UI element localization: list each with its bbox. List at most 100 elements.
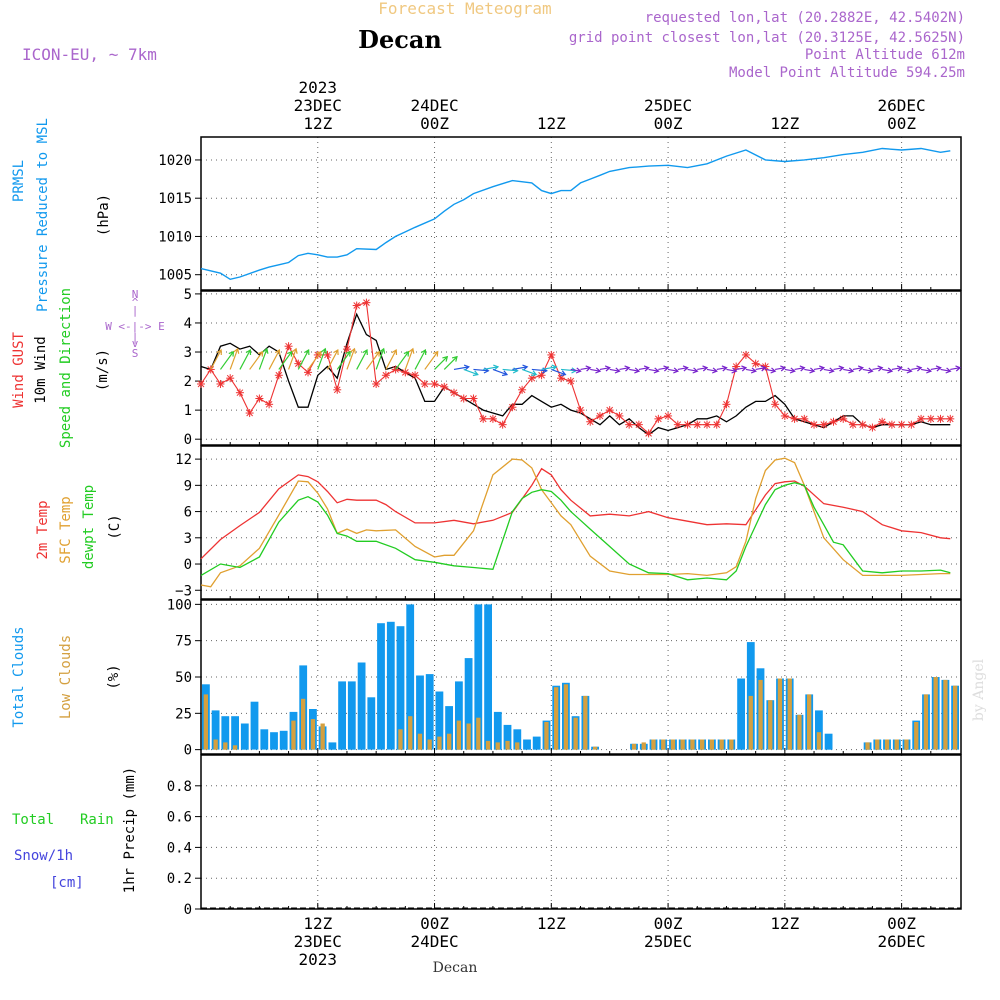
- gust-marker: [673, 420, 682, 429]
- direction-legend-item: S: [132, 347, 139, 360]
- clouds-panel: 0 25 50 75 100: [167, 597, 962, 759]
- wind-direction-arrow: [434, 355, 449, 370]
- total-clouds-bar: [377, 623, 385, 750]
- wind-direction-arrow: [833, 365, 845, 372]
- y-tick-label: 1015: [158, 191, 192, 207]
- wind-direction-arrow: [317, 347, 327, 370]
- total-clouds-bar: [445, 706, 453, 750]
- low-clouds-bar: [495, 742, 500, 750]
- forecast-title: Forecast Meteogram: [378, 0, 551, 18]
- precip-snow-label: Snow/1h: [14, 848, 73, 864]
- precip-total-label: Total: [12, 812, 54, 828]
- wind-panel: 0 1 2 3 4 5: [184, 287, 962, 448]
- wind-direction-arrow: [210, 348, 222, 370]
- gust-marker: [411, 371, 420, 380]
- low-clouds-bar: [485, 740, 491, 750]
- wind-direction-arrow: [395, 350, 410, 370]
- gust-marker: [722, 400, 731, 409]
- low-clouds-bar: [690, 739, 695, 750]
- y-tick-label: 0: [184, 432, 192, 448]
- gust-marker: [440, 382, 449, 391]
- model-label: ICON-EU, ~ 7km: [22, 45, 157, 64]
- precip-rain-label: Rain: [80, 812, 114, 828]
- requested-coords: requested lon,lat (20.2882E, 42.5402N): [645, 10, 965, 26]
- total-clouds-bar: [270, 732, 278, 750]
- clouds-side-labels: Total Clouds Low Clouds (%): [11, 626, 122, 727]
- pressure-unit-label: (hPa): [96, 194, 112, 236]
- bottom-time-label: 24DEC: [410, 932, 458, 951]
- gust-marker: [771, 400, 780, 409]
- low-clouds-bar: [554, 687, 559, 750]
- wind-direction-arrow: [823, 367, 835, 374]
- top-time-label: 24DEC: [410, 96, 458, 115]
- point-altitude: Point Altitude 612m: [805, 47, 965, 63]
- wind-direction-arrow: [443, 355, 458, 370]
- top-time-label: 2023: [299, 78, 338, 97]
- total-clouds-bar: [455, 681, 463, 750]
- gust-marker: [304, 368, 313, 377]
- wind-direction-arrow: [580, 365, 592, 372]
- gust-marker: [780, 411, 789, 420]
- low-clouds-bar: [865, 742, 870, 750]
- gust-marker: [800, 414, 809, 423]
- wind-direction-arrow: [590, 367, 602, 374]
- wind-direction-arrow: [852, 365, 864, 372]
- y-tick-label: 0.8: [167, 779, 192, 795]
- gust-marker: [537, 371, 546, 380]
- wind-direction-arrow: [872, 365, 884, 372]
- total-clouds-bar: [815, 710, 823, 750]
- low-clouds-bar: [641, 742, 646, 750]
- panel-frame: [200, 599, 962, 755]
- y-tick-label: 25: [175, 706, 192, 722]
- panel-frame: [200, 754, 962, 910]
- gust-marker: [810, 420, 819, 429]
- total-clouds-bar: [357, 662, 366, 750]
- wind-direction-arrow: [365, 350, 381, 370]
- bottom-time-label: 23DEC: [294, 932, 342, 951]
- y-tick-label: 9: [184, 478, 192, 494]
- total-clouds-bar: [347, 681, 356, 750]
- total-clouds-bar: [737, 678, 745, 750]
- y-tick-label: 0.6: [167, 810, 192, 826]
- gridpoint-coords: grid point closest lon,lat (20.3125E, 42…: [569, 30, 965, 46]
- gust-marker: [362, 298, 371, 307]
- gust-marker: [450, 388, 458, 397]
- direction-legend-item: N: [132, 288, 139, 301]
- low-clouds-bar: [232, 745, 238, 750]
- top-time-label: 26DEC: [878, 96, 926, 115]
- gust-marker: [547, 350, 556, 359]
- wind-direction-arrow: [736, 365, 748, 372]
- low-clouds-bar: [583, 695, 588, 750]
- total-clouds-bar: [503, 724, 512, 750]
- temp-2m-line: [200, 467, 951, 560]
- total-clouds-bar: [416, 675, 424, 750]
- gust-marker: [265, 400, 274, 409]
- y-tick-label: 12: [175, 452, 192, 468]
- footer-location: Decan: [433, 960, 478, 976]
- wind-direction-arrow: [570, 367, 582, 374]
- low-clouds-bar: [914, 722, 919, 750]
- low-clouds-bar: [777, 678, 783, 750]
- total-clouds-label: Total Clouds: [11, 626, 27, 727]
- wind-direction-arrow: [239, 348, 252, 370]
- total-clouds-bar: [231, 716, 239, 750]
- prmsl-line: [200, 147, 951, 281]
- top-time-label: 00Z: [420, 114, 449, 133]
- wind-direction-arrow: [882, 367, 894, 374]
- wind-direction-arrow: [667, 367, 680, 374]
- total-clouds-bar: [532, 736, 541, 750]
- top-time-label: 12Z: [303, 114, 332, 133]
- wind-10m-label: 10m Wind: [33, 336, 49, 403]
- wind-direction-arrow: [862, 367, 874, 374]
- wind-direction-arrow: [219, 350, 235, 370]
- gust-marker: [858, 420, 867, 429]
- wind-direction-arrow: [726, 367, 738, 374]
- precip-unit-label: 1hr Precip (mm): [122, 767, 138, 893]
- direction-legend-item: W <-|-> E: [105, 320, 165, 333]
- low-clouds-bar: [573, 717, 578, 750]
- temperature-side-labels: 2m Temp SFC Temp dewpt Temp (C): [35, 485, 123, 569]
- wind-direction-arrow: [629, 367, 641, 374]
- pressure-label-msl: Pressure Reduced to MSL: [35, 118, 51, 312]
- model-altitude: Model Point Altitude 594.25m: [729, 65, 965, 81]
